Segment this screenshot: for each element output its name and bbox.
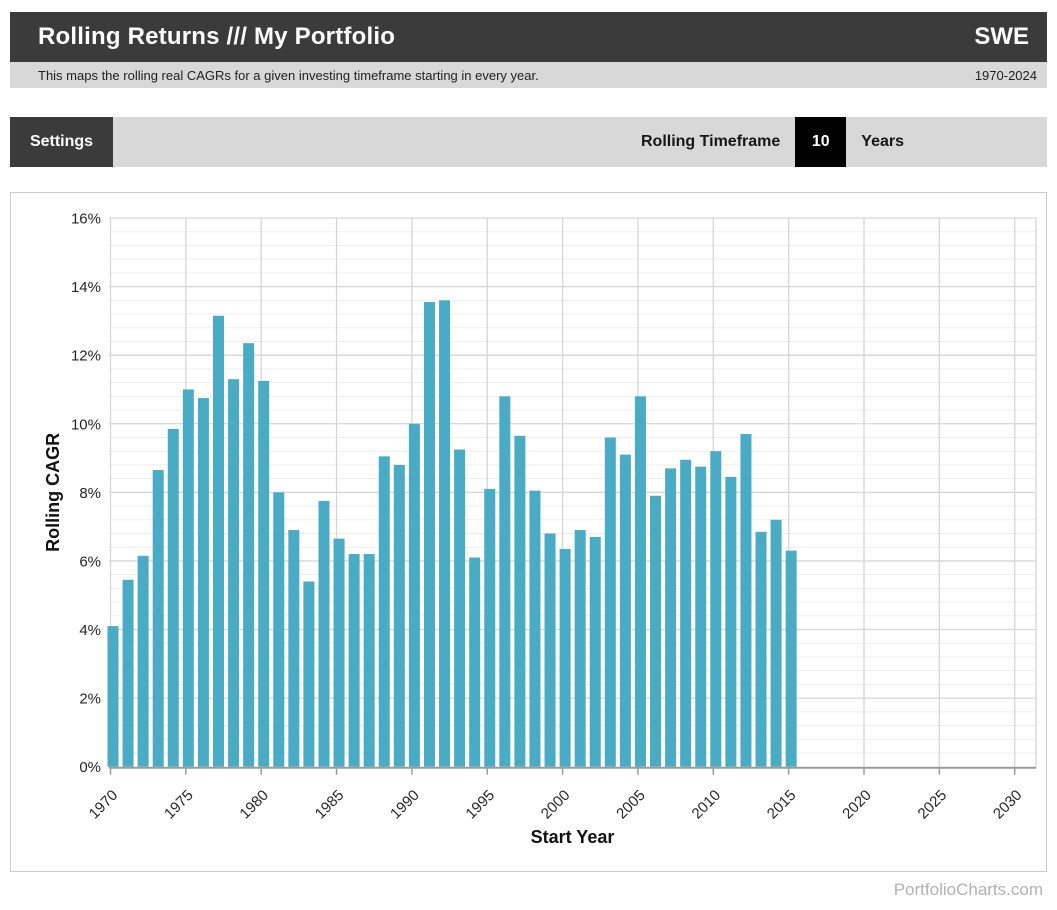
y-axis-title: Rolling CAGR — [43, 433, 63, 552]
bar-2008 — [680, 459, 692, 767]
bar-2006 — [650, 495, 662, 767]
bar-2009 — [695, 466, 707, 767]
bar-1977 — [212, 315, 224, 767]
bar-2003 — [604, 437, 616, 767]
x-tick-label: 2015 — [764, 787, 800, 823]
date-range: 1970-2024 — [974, 67, 1037, 83]
y-tick-label: 4% — [79, 622, 101, 639]
bar-1994 — [469, 557, 481, 767]
bar-2007 — [665, 468, 677, 767]
page-title: Rolling Returns /// My Portfolio — [38, 23, 396, 50]
x-tick-label: 2025 — [915, 787, 951, 823]
bar-1987 — [363, 554, 375, 767]
x-tick-label: 2000 — [538, 787, 574, 823]
bar-1991 — [423, 302, 435, 767]
bar-1983 — [303, 581, 315, 767]
x-tick-label: 2005 — [613, 787, 649, 823]
rolling-timeframe-unit: Years — [861, 133, 904, 150]
bar-1992 — [439, 300, 451, 767]
bar-2002 — [589, 536, 601, 767]
bar-1995 — [484, 488, 496, 767]
bar-1997 — [514, 435, 526, 767]
bar-1970 — [107, 626, 119, 767]
bar-1980 — [258, 380, 270, 767]
x-tick-label: 1970 — [86, 787, 122, 823]
bar-2015 — [785, 550, 797, 767]
bar-2011 — [725, 476, 737, 767]
bar-2013 — [755, 531, 767, 767]
y-tick-label: 16% — [71, 211, 101, 228]
bar-1982 — [288, 530, 300, 767]
bar-1971 — [122, 579, 134, 767]
bar-2004 — [619, 454, 631, 767]
x-tick-label: 1975 — [161, 787, 197, 823]
bar-1975 — [182, 389, 194, 767]
bar-1984 — [318, 500, 330, 767]
bar-2010 — [710, 451, 722, 767]
bar-1998 — [529, 490, 541, 767]
bar-2014 — [770, 519, 782, 767]
bar-1989 — [393, 464, 405, 767]
bar-1973 — [152, 470, 164, 767]
x-axis-title: Start Year — [531, 827, 615, 847]
bar-1978 — [228, 379, 240, 767]
bar-1985 — [333, 538, 345, 767]
bar-1974 — [167, 428, 179, 767]
bar-2001 — [574, 530, 586, 767]
settings-button[interactable]: Settings — [10, 117, 113, 167]
bar-1993 — [454, 449, 466, 767]
rolling-timeframe-value[interactable]: 10 — [795, 117, 847, 167]
region-code: SWE — [974, 23, 1029, 50]
rolling-returns-chart: 0% 2% 4% 6% 8% 10% 12% 14% 16% 1970 1975 1980 1985 19… — [43, 211, 1037, 847]
y-tick-label: 0% — [79, 759, 101, 776]
bar-1981 — [273, 492, 285, 767]
chart-description: This maps the rolling real CAGRs for a g… — [38, 67, 539, 83]
bar-1999 — [544, 533, 556, 767]
chart-panel: 0% 2% 4% 6% 8% 10% 12% 14% 16% 1970 1975 1980 1985 19… — [10, 192, 1047, 872]
y-tick-label: 6% — [79, 553, 101, 570]
bar-2012 — [740, 434, 752, 767]
bar-1972 — [137, 555, 149, 767]
y-tick-label: 8% — [79, 485, 101, 502]
bar-1996 — [499, 396, 511, 767]
bar-1986 — [348, 554, 360, 767]
rolling-timeframe-label: Rolling Timeframe — [640, 133, 781, 150]
rolling-timeframe-control: Rolling Timeframe 10 Years — [641, 117, 1047, 167]
y-tick-label: 14% — [71, 279, 101, 296]
y-tick-label: 2% — [79, 691, 101, 708]
bar-2005 — [634, 396, 646, 767]
bar-1979 — [243, 343, 255, 767]
bar-1988 — [378, 456, 390, 767]
y-tick-label: 12% — [71, 348, 101, 365]
settings-row: Settings Rolling Timeframe 10 Years — [10, 117, 1047, 167]
x-tick-label: 1995 — [462, 787, 498, 823]
bar-2000 — [559, 548, 571, 767]
subtitle-bar: This maps the rolling real CAGRs for a g… — [10, 62, 1047, 88]
x-tick-label: 1990 — [387, 787, 423, 823]
y-tick-label: 10% — [71, 416, 101, 433]
x-tick-label: 2010 — [689, 787, 725, 823]
watermark: PortfolioCharts.com — [893, 880, 1043, 899]
x-tick-label: 1985 — [312, 787, 348, 823]
bar-1976 — [197, 398, 209, 767]
x-tick-label: 2030 — [990, 787, 1026, 823]
bar-1990 — [408, 423, 420, 767]
title-bar: Rolling Returns /// My Portfolio SWE — [10, 12, 1047, 62]
x-tick-label: 2020 — [839, 787, 875, 823]
x-tick-label: 1980 — [236, 787, 272, 823]
